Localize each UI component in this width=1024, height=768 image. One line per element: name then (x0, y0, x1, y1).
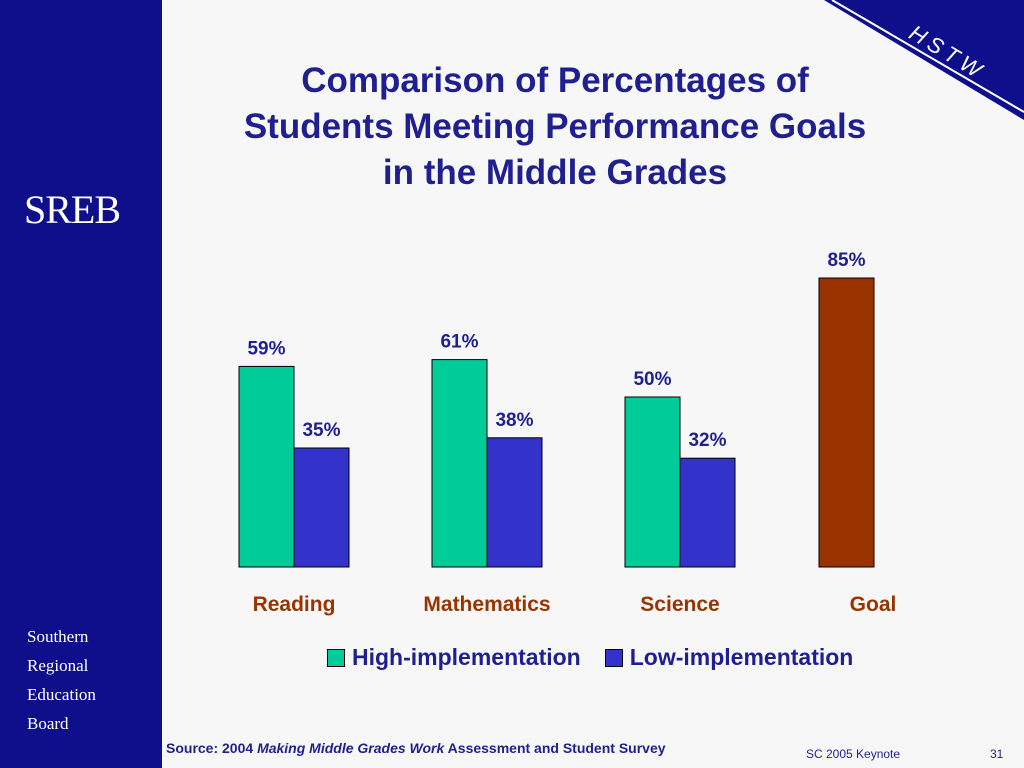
page-number: 31 (990, 747, 1004, 761)
page-title: Comparison of Percentages of Students Me… (175, 58, 935, 196)
bar-low-science (679, 457, 736, 568)
data-label-low-science: 32% (688, 430, 726, 451)
sreb-logo: SREB (24, 187, 121, 232)
bar-high-mathematics (431, 359, 488, 568)
category-label-mathematics: Mathematics (423, 593, 550, 616)
data-label-high-mathematics: 61% (440, 332, 478, 353)
footer-note: SC 2005 Keynote (806, 747, 901, 761)
title-line: in the Middle Grades (382, 153, 728, 192)
data-label-low-reading: 35% (302, 420, 340, 441)
bar-high-science (624, 396, 681, 568)
source-prefix: Source: 2004 (166, 740, 258, 756)
source-title: Making Middle Grades Work (257, 740, 445, 756)
category-label-goal: Goal (850, 593, 897, 616)
source-suffix: Assessment and Student Survey (444, 740, 666, 756)
bar-low-mathematics (486, 437, 543, 568)
org-line: Southern (27, 627, 89, 646)
org-line: Board (27, 714, 69, 733)
legend-item-low: Low-implementation (604, 644, 854, 671)
title-line: Students Meeting Performance Goals (243, 107, 867, 146)
organization-name: Southern Regional Education Board (27, 622, 96, 738)
org-line: Education (27, 685, 96, 704)
title-line: Comparison of Percentages of (301, 61, 809, 100)
data-label-low-mathematics: 38% (495, 410, 533, 431)
chart-legend: High-implementation Low-implementation (327, 644, 877, 671)
data-label-goal: 85% (827, 250, 865, 271)
legend-swatch-high (327, 648, 345, 667)
source-note: Source: 2004 Making Middle Grades Work A… (166, 740, 666, 756)
bar-goal (818, 277, 875, 568)
data-label-high-science: 50% (633, 369, 671, 390)
bar-high-reading (238, 365, 295, 568)
legend-swatch-low (604, 648, 623, 667)
org-line: Regional (27, 656, 89, 675)
sidebar: SREB Southern Regional Education Board (0, 0, 162, 768)
category-label-science: Science (640, 593, 719, 616)
legend-label-high: High-implementation (352, 644, 581, 670)
data-label-high-reading: 59% (247, 338, 285, 359)
bar-low-reading (293, 447, 350, 568)
category-label-reading: Reading (253, 593, 336, 616)
legend-item-high: High-implementation (327, 644, 581, 671)
legend-label-low: Low-implementation (629, 644, 854, 670)
